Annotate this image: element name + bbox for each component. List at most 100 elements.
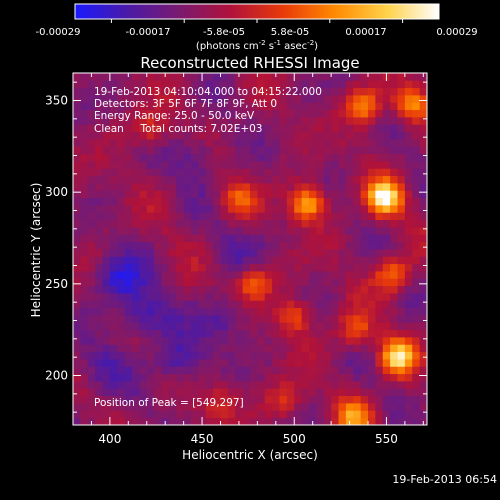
heatmap-cell bbox=[213, 131, 221, 140]
heatmap-cell bbox=[264, 117, 273, 125]
heatmap-cell bbox=[286, 322, 295, 331]
heatmap-cell bbox=[95, 307, 103, 316]
colorbar-tick-label: 5.8e-05 bbox=[271, 27, 309, 38]
heatmap-cell bbox=[73, 241, 81, 250]
heatmap-cell bbox=[191, 197, 199, 206]
heatmap-cell bbox=[146, 87, 155, 96]
heatmap-cell bbox=[109, 329, 118, 338]
heatmap-cell bbox=[154, 117, 162, 125]
heatmap-cell bbox=[279, 322, 288, 331]
heatmap-cell bbox=[117, 278, 126, 287]
heatmap-cell bbox=[257, 219, 266, 228]
heatmap-cell bbox=[412, 307, 421, 316]
heatmap-cell bbox=[109, 124, 118, 133]
heatmap-cell bbox=[272, 87, 280, 96]
heatmap-cell bbox=[294, 124, 303, 133]
heatmap-cell bbox=[198, 351, 207, 360]
heatmap-cell bbox=[146, 109, 155, 118]
heatmap-cell bbox=[353, 87, 362, 96]
heatmap-cell bbox=[205, 256, 214, 265]
heatmap-cell bbox=[345, 351, 354, 360]
heatmap-cell bbox=[109, 271, 118, 279]
heatmap-cell bbox=[257, 117, 266, 125]
heatmap-cell bbox=[191, 307, 199, 316]
heatmap-cell bbox=[301, 381, 310, 389]
heatmap-cell bbox=[235, 366, 244, 375]
heatmap-cell bbox=[368, 373, 376, 382]
heatmap-cell bbox=[102, 300, 111, 309]
heatmap-cell bbox=[316, 219, 325, 228]
heatmap-cell bbox=[301, 403, 310, 411]
heatmap-cell bbox=[360, 388, 369, 397]
heatmap-cell bbox=[198, 300, 207, 309]
heatmap-cell bbox=[257, 212, 266, 221]
heatmap-cell bbox=[331, 87, 339, 96]
heatmap-cell bbox=[87, 293, 96, 301]
heatmap-cell bbox=[397, 183, 406, 191]
heatmap-cell bbox=[161, 234, 170, 243]
heatmap-cell bbox=[419, 381, 427, 389]
heatmap-cell bbox=[353, 205, 362, 213]
heatmap-cell bbox=[360, 337, 369, 345]
heatmap-cell bbox=[257, 102, 266, 111]
heatmap-cell bbox=[161, 117, 170, 125]
heatmap-cell bbox=[139, 190, 148, 199]
heatmap-cell bbox=[183, 271, 192, 279]
heatmap-cell bbox=[124, 139, 133, 147]
heatmap-cell bbox=[323, 227, 332, 235]
heatmap-cell bbox=[220, 395, 229, 404]
heatmap-cell bbox=[213, 263, 221, 272]
heatmap-cell bbox=[331, 373, 339, 382]
heatmap-cell bbox=[412, 351, 421, 360]
heatmap-cell bbox=[109, 102, 118, 111]
heatmap-cell bbox=[213, 219, 221, 228]
heatmap-cell bbox=[139, 366, 148, 375]
heatmap-cell bbox=[213, 381, 221, 389]
plot-timestamp: 19-Feb-2013 06:54 bbox=[392, 473, 497, 486]
heatmap-cell bbox=[309, 212, 317, 221]
heatmap-cell bbox=[323, 395, 332, 404]
heatmap-cell bbox=[323, 139, 332, 147]
heatmap-cell bbox=[309, 249, 317, 257]
heatmap-cell bbox=[146, 139, 155, 147]
heatmap-cell bbox=[301, 124, 310, 133]
heatmap-cell bbox=[250, 329, 258, 338]
heatmap-cell bbox=[375, 344, 384, 353]
heatmap-cell bbox=[272, 241, 280, 250]
heatmap-cell bbox=[382, 344, 391, 353]
heatmap-cell bbox=[397, 388, 406, 397]
heatmap-cell bbox=[264, 293, 273, 301]
heatmap-cell bbox=[404, 102, 413, 111]
heatmap-cell bbox=[368, 329, 376, 338]
heatmap-cell bbox=[95, 161, 103, 169]
heatmap-cell bbox=[109, 344, 118, 353]
heatmap-cell bbox=[419, 293, 427, 301]
heatmap-cell bbox=[390, 131, 398, 140]
heatmap-cell bbox=[360, 197, 369, 206]
heatmap-cell bbox=[117, 190, 126, 199]
heatmap-cell bbox=[117, 161, 126, 169]
heatmap-cell bbox=[102, 381, 111, 389]
heatmap-cell bbox=[146, 263, 155, 272]
heatmap-cell bbox=[404, 381, 413, 389]
heatmap-cell bbox=[139, 381, 148, 389]
heatmap-cell bbox=[316, 278, 325, 287]
heatmap-cell bbox=[419, 263, 427, 272]
heatmap-cell bbox=[294, 219, 303, 228]
heatmap-cell bbox=[183, 124, 192, 133]
heatmap-cell bbox=[176, 351, 185, 360]
heatmap-cell bbox=[397, 197, 406, 206]
heatmap-cell bbox=[309, 87, 317, 96]
heatmap-cell bbox=[397, 102, 406, 111]
heatmap-cell bbox=[183, 403, 192, 411]
heatmap-cell bbox=[213, 205, 221, 213]
heatmap-cell bbox=[264, 241, 273, 250]
heatmap-cell bbox=[191, 131, 199, 140]
heatmap-cell bbox=[286, 388, 295, 397]
heatmap-cell bbox=[360, 315, 369, 323]
heatmap-cell bbox=[382, 95, 391, 103]
heatmap-cell bbox=[323, 146, 332, 155]
heatmap-cell bbox=[390, 315, 398, 323]
heatmap-cell bbox=[227, 307, 236, 316]
heatmap-cell bbox=[382, 109, 391, 118]
